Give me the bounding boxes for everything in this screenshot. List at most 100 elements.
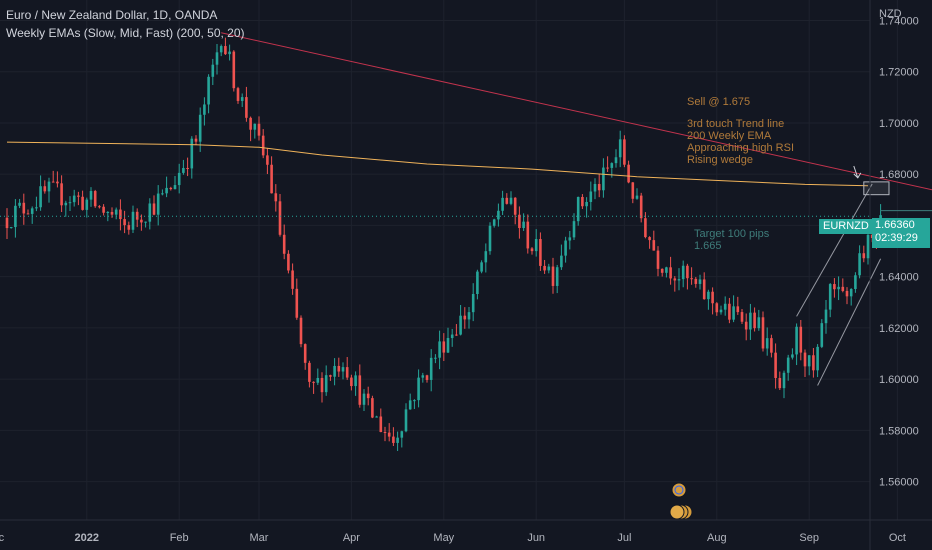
candle-body xyxy=(341,367,345,372)
candle-body xyxy=(837,286,840,290)
candle-body xyxy=(85,199,89,210)
candle-body xyxy=(371,398,374,418)
candle-body xyxy=(471,294,475,313)
candle-body xyxy=(144,221,147,223)
candle-body xyxy=(308,362,311,382)
candle-body xyxy=(152,203,156,215)
trend-line xyxy=(221,32,932,191)
x-tick-label: Dec xyxy=(0,532,5,544)
candle-body xyxy=(677,279,681,281)
candle-body xyxy=(719,309,723,313)
candle-body xyxy=(30,208,34,214)
candle-body xyxy=(513,197,517,215)
candle-body xyxy=(257,123,261,136)
candle-body xyxy=(64,202,68,206)
candle-body xyxy=(392,436,395,443)
candle-body xyxy=(366,393,370,399)
candle-body xyxy=(597,183,601,191)
candle-body xyxy=(576,196,580,222)
candle-body xyxy=(379,416,383,433)
candle-body xyxy=(354,375,357,387)
candle-body xyxy=(631,182,635,199)
candle-body xyxy=(534,239,538,252)
candle-body xyxy=(156,193,160,215)
candle-body xyxy=(5,217,9,229)
sell-arrow-head xyxy=(853,172,862,179)
candle-body xyxy=(93,191,97,207)
x-tick-label: Jun xyxy=(527,532,545,544)
candle-body xyxy=(765,338,769,349)
candle-body xyxy=(707,291,710,300)
candle-body xyxy=(665,267,668,273)
candle-body xyxy=(18,202,21,206)
chart-legend: Euro / New Zealand Dollar, 1D, OANDA Wee… xyxy=(6,6,245,42)
target-annotation: Target 100 pips 1.665 xyxy=(694,228,769,252)
candle-body xyxy=(345,367,349,378)
candle-body xyxy=(47,181,51,192)
candle-body xyxy=(744,321,748,330)
candle-body xyxy=(526,221,530,249)
event-icon xyxy=(669,504,685,520)
candle-body xyxy=(593,183,597,192)
candle-body xyxy=(690,278,693,280)
candle-body xyxy=(375,416,378,418)
candle-body xyxy=(35,207,38,209)
candle-body xyxy=(656,250,660,269)
candle-body xyxy=(215,52,219,65)
candle-body xyxy=(140,219,143,223)
candle-body xyxy=(68,202,72,204)
candle-body xyxy=(660,268,664,273)
candle-body xyxy=(589,191,593,202)
candle-body xyxy=(165,187,168,194)
x-tick-label: Mar xyxy=(250,532,269,544)
candle-body xyxy=(316,377,320,383)
candle-body xyxy=(350,377,353,387)
candle-body xyxy=(602,167,605,191)
candle-body xyxy=(455,334,458,336)
candle-body xyxy=(408,400,412,410)
candle-body xyxy=(417,377,420,401)
candle-body xyxy=(22,202,26,214)
candle-body xyxy=(169,187,173,190)
candle-body xyxy=(438,341,441,358)
y-tick-label: 1.74000 xyxy=(879,15,919,27)
notes-annotation: 3rd touch Trend line 200 Weekly EMA Appr… xyxy=(687,118,794,166)
candle-body xyxy=(824,309,828,324)
note-item: Rising wedge xyxy=(687,154,754,166)
grid xyxy=(0,0,898,520)
candle-body xyxy=(261,135,265,156)
candle-body xyxy=(648,237,651,241)
candle-body xyxy=(39,186,42,208)
candle-body xyxy=(635,195,639,199)
candle-body xyxy=(312,381,315,383)
wedge-line-upper xyxy=(796,183,873,317)
candle-body xyxy=(610,163,614,168)
candle-body xyxy=(211,64,215,77)
chart-title: Euro / New Zealand Dollar, 1D, OANDA xyxy=(6,8,218,22)
candle-body xyxy=(114,209,118,215)
candle-body xyxy=(43,186,47,192)
y-tick-label: 1.72000 xyxy=(879,67,919,79)
indicator-label: Weekly EMAs (Slow, Mid, Fast) (200, 50, … xyxy=(6,26,245,40)
x-tick-label: Feb xyxy=(170,532,189,544)
candle-body xyxy=(219,46,223,53)
y-axis-unit: NZD xyxy=(879,8,902,20)
candle-body xyxy=(295,288,299,318)
candle-body xyxy=(110,211,114,215)
candle-body xyxy=(333,365,336,377)
candle-body xyxy=(413,400,416,402)
candle-body xyxy=(119,209,122,220)
candle-body xyxy=(770,338,773,353)
candle-body xyxy=(723,303,727,310)
candle-body xyxy=(9,227,13,229)
y-tick-label: 1.56000 xyxy=(879,477,919,489)
candle-body xyxy=(543,265,546,271)
candle-body xyxy=(135,211,139,220)
candle-body xyxy=(623,139,626,165)
candle-body xyxy=(240,97,244,101)
candle-body xyxy=(778,377,782,389)
candle-body xyxy=(89,191,93,200)
candle-body xyxy=(866,234,870,259)
